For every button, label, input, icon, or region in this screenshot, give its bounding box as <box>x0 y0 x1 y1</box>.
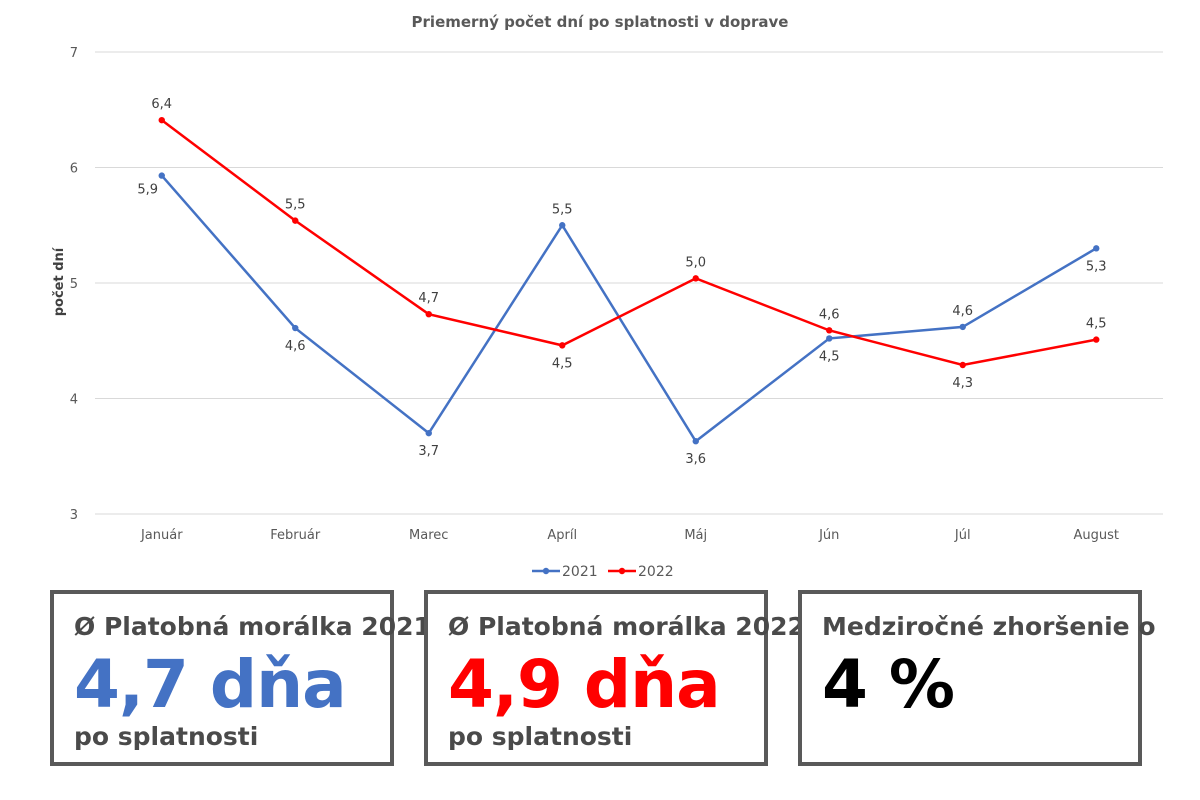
data-point <box>1093 245 1100 252</box>
data-point <box>959 361 966 369</box>
card-value: 4 % <box>822 646 955 723</box>
chart-title: Priemerný počet dní po splatnosti v dopr… <box>412 13 789 31</box>
line-chart: Priemerný počet dní po splatnosti v dopr… <box>52 13 1163 580</box>
card-yoy-change: Medziročné zhoršenie o 4 % <box>798 590 1156 766</box>
x-tick-label: Marec <box>409 528 448 543</box>
x-tick-label: Jún <box>818 528 839 543</box>
data-point <box>826 327 833 334</box>
data-label: 5,9 <box>137 183 158 198</box>
card-average-2021: Ø Platobná morálka 2021 4,7 dňa po splat… <box>50 590 431 766</box>
card-value: 4,9 dňa <box>448 646 721 723</box>
x-tick-label: August <box>1074 528 1120 543</box>
data-point <box>425 310 432 318</box>
data-label: 4,7 <box>418 291 439 306</box>
data-label: 4,6 <box>285 339 306 354</box>
legend-marker <box>542 567 550 575</box>
y-tick-label: 6 <box>70 162 78 177</box>
data-label: 5,0 <box>685 255 706 270</box>
data-label: 5,5 <box>285 198 306 213</box>
card-subtext: po splatnosti <box>74 722 259 751</box>
series-line <box>160 174 1097 444</box>
data-label: 4,5 <box>1086 317 1107 332</box>
data-label: 4,5 <box>552 356 573 371</box>
y-tick-label: 4 <box>70 393 78 408</box>
legend: 2021 2022 <box>532 564 674 580</box>
data-label: 4,6 <box>819 307 840 322</box>
card-subtext: po splatnosti <box>448 722 633 751</box>
data-label: 3,6 <box>685 452 706 467</box>
legend-label: 2021 <box>562 564 598 580</box>
x-tick-label: Júl <box>954 528 971 543</box>
y-tick-label: 5 <box>70 277 78 292</box>
x-tick-label: Apríl <box>547 528 577 543</box>
data-label: 3,7 <box>418 444 439 459</box>
card-header: Ø Platobná morálka 2021 <box>74 612 431 641</box>
legend-label: 2022 <box>638 564 674 580</box>
y-tick-label: 7 <box>70 46 78 61</box>
series-2022: 6,4 5,5 4,7 4,5 5,0 4,6 4,3 4,5 <box>151 97 1106 391</box>
data-point <box>692 438 699 445</box>
data-point <box>292 217 299 224</box>
legend-entry: 2022 <box>608 564 674 580</box>
x-tick-label: Máj <box>684 528 707 543</box>
data-point <box>158 116 165 124</box>
y-axis-label: počet dní <box>52 246 67 316</box>
y-axis-ticks: 3 4 5 6 7 <box>70 46 78 523</box>
x-tick-label: Január <box>140 528 183 543</box>
card-value: 4,7 dňa <box>74 646 347 723</box>
gridlines <box>95 51 1163 515</box>
data-label: 4,5 <box>819 349 840 364</box>
series-line <box>160 119 1097 367</box>
legend-entry: 2021 <box>532 564 598 580</box>
data-label: 4,3 <box>952 376 973 391</box>
data-point <box>425 429 432 437</box>
series-layer: 5,9 4,6 3,7 5,5 3,6 4,5 4,6 5,3 6,4 5,5 4,7 4,5 5,0 4… <box>137 97 1106 467</box>
data-label: 4,6 <box>952 304 973 319</box>
data-point <box>292 324 299 332</box>
data-point <box>158 172 165 179</box>
card-header: Ø Platobná morálka 2022 <box>448 612 805 641</box>
data-point <box>1093 336 1100 343</box>
y-tick-label: 3 <box>70 508 78 523</box>
data-label: 6,4 <box>151 97 172 112</box>
data-point <box>559 222 566 229</box>
data-point <box>959 323 966 331</box>
data-point <box>559 342 566 349</box>
card-header: Medziročné zhoršenie o <box>822 612 1156 641</box>
data-label: 5,3 <box>1086 259 1107 274</box>
series-2021: 5,9 4,6 3,7 5,5 3,6 4,5 4,6 5,3 <box>137 172 1107 467</box>
data-label: 5,5 <box>552 202 573 217</box>
data-point <box>826 335 833 342</box>
x-tick-label: Február <box>270 528 321 543</box>
x-axis-ticks: Január Február Marec Apríl Máj Jún Júl August <box>140 528 1119 543</box>
card-average-2022: Ø Platobná morálka 2022 4,9 dňa po splat… <box>424 590 805 766</box>
data-point <box>692 275 699 282</box>
legend-marker <box>618 567 626 575</box>
